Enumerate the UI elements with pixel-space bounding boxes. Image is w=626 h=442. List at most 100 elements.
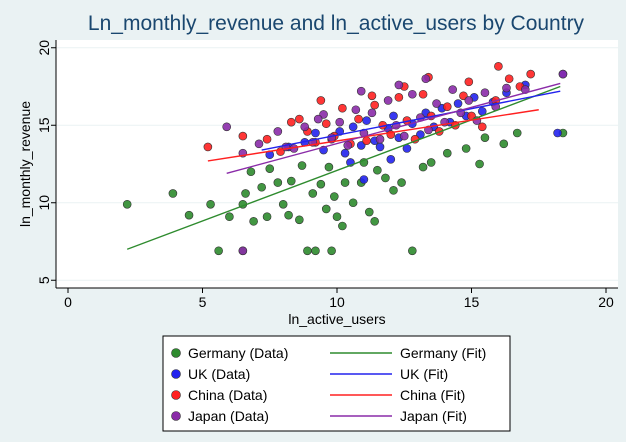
x-tick-label: 20 bbox=[598, 294, 614, 310]
germany-data-point bbox=[461, 144, 471, 153]
japan-data-point bbox=[432, 99, 441, 108]
uk-fit-line bbox=[261, 90, 561, 151]
x-tick-label: 15 bbox=[464, 294, 480, 310]
legend-label-china-data: China (Data) bbox=[188, 387, 267, 403]
japan-data-point bbox=[238, 246, 248, 256]
y-tick-label: 10 bbox=[36, 195, 52, 211]
japan-data-point bbox=[464, 96, 474, 105]
china-data-point bbox=[238, 131, 248, 141]
china-data-point bbox=[504, 74, 514, 84]
china-data-point bbox=[494, 62, 503, 71]
germany-data-point bbox=[389, 186, 398, 195]
x-tick-label: 0 bbox=[64, 294, 72, 310]
japan-fit-line bbox=[226, 82, 561, 174]
germany-data-point bbox=[122, 200, 132, 209]
germany-data-point bbox=[295, 215, 304, 225]
uk-data-point bbox=[453, 99, 463, 108]
germany-data-point bbox=[499, 139, 509, 149]
legend-marker-uk-data bbox=[171, 369, 181, 379]
uk-data-point bbox=[311, 128, 320, 138]
germany-data-point bbox=[370, 217, 379, 226]
x-tick-label: 10 bbox=[329, 294, 345, 310]
germany-data-point bbox=[273, 178, 283, 187]
germany-data-point bbox=[184, 210, 194, 220]
japan-data-point bbox=[343, 141, 353, 150]
germany-data-point bbox=[324, 162, 334, 172]
germany-data-point bbox=[278, 200, 288, 209]
china-data-point bbox=[321, 119, 331, 128]
germany-data-point bbox=[397, 178, 406, 187]
legend-marker-germany-data bbox=[171, 348, 181, 358]
japan-data-point bbox=[300, 122, 310, 132]
japan-data-point bbox=[375, 134, 385, 144]
uk-data-point bbox=[386, 155, 396, 164]
japan-data-point bbox=[383, 96, 393, 105]
germany-data-point bbox=[168, 189, 178, 198]
china-data-point bbox=[362, 136, 371, 146]
china-data-point bbox=[394, 93, 404, 102]
japan-data-point bbox=[558, 69, 568, 79]
germany-data-point bbox=[364, 207, 374, 217]
legend: Germany (Data) Germany (Fit) UK (Data) UK (… bbox=[171, 345, 486, 424]
china-fit-line bbox=[207, 109, 539, 162]
legend-label-germany-fit: Germany (Fit) bbox=[400, 345, 486, 361]
legend-marker-china-data bbox=[171, 390, 181, 400]
china-data-point bbox=[316, 96, 326, 105]
germany-fit-line bbox=[126, 85, 561, 250]
japan-data-point bbox=[356, 86, 366, 96]
legend-label-uk-data: UK (Data) bbox=[188, 366, 250, 382]
germany-data-point bbox=[512, 128, 522, 138]
japan-data-point bbox=[502, 83, 511, 93]
germany-data-point bbox=[308, 189, 318, 198]
germany-data-point bbox=[249, 217, 258, 226]
uk-data-point bbox=[553, 128, 562, 138]
japan-data-point bbox=[448, 85, 457, 94]
legend-box bbox=[162, 335, 511, 432]
legend-label-germany-data: Germany (Data) bbox=[188, 345, 288, 361]
japan-data-point bbox=[254, 139, 264, 149]
japan-data-point bbox=[273, 127, 283, 136]
japan-data-point bbox=[313, 114, 323, 124]
china-data-point bbox=[442, 102, 452, 111]
japan-data-point bbox=[351, 105, 361, 115]
china-data-point bbox=[295, 114, 304, 124]
japan-data-point bbox=[421, 74, 431, 84]
germany-data-point bbox=[327, 246, 336, 256]
y-tick-label: 20 bbox=[36, 40, 52, 56]
germany-data-point bbox=[311, 246, 320, 256]
data-marks bbox=[122, 62, 568, 256]
y-tick-label: 5 bbox=[36, 276, 52, 284]
china-data-point bbox=[526, 69, 535, 79]
germany-data-point bbox=[418, 162, 428, 172]
germany-data-point bbox=[426, 158, 436, 167]
uk-data-point bbox=[348, 122, 358, 132]
x-tick-label: 5 bbox=[199, 294, 207, 310]
germany-data-point bbox=[262, 212, 272, 221]
plot-area bbox=[56, 40, 618, 288]
germany-data-point bbox=[338, 221, 347, 231]
y-tick-label: 15 bbox=[36, 117, 52, 133]
legend-label-japan-fit: Japan (Fit) bbox=[400, 408, 467, 424]
china-data-point bbox=[464, 77, 474, 87]
germany-data-point bbox=[442, 148, 452, 158]
y-axis-label: ln_monthly_revenue bbox=[17, 101, 33, 227]
uk-data-point bbox=[362, 116, 371, 125]
germany-data-point bbox=[241, 189, 250, 198]
x-axis-label: ln_active_users bbox=[288, 311, 385, 327]
germany-data-point bbox=[297, 161, 307, 170]
china-data-point bbox=[418, 89, 428, 99]
china-data-point bbox=[354, 114, 363, 124]
germany-data-point bbox=[303, 246, 312, 256]
germany-data-point bbox=[381, 173, 390, 183]
legend-label-china-fit: China (Fit) bbox=[400, 387, 465, 403]
japan-data-point bbox=[335, 117, 344, 127]
germany-data-point bbox=[480, 133, 490, 142]
germany-data-point bbox=[206, 200, 215, 209]
uk-data-point bbox=[340, 148, 350, 158]
japan-data-point bbox=[394, 80, 404, 90]
germany-data-point bbox=[321, 204, 331, 214]
germany-data-point bbox=[214, 246, 223, 256]
japan-data-point bbox=[222, 122, 232, 132]
germany-data-point bbox=[257, 182, 266, 192]
